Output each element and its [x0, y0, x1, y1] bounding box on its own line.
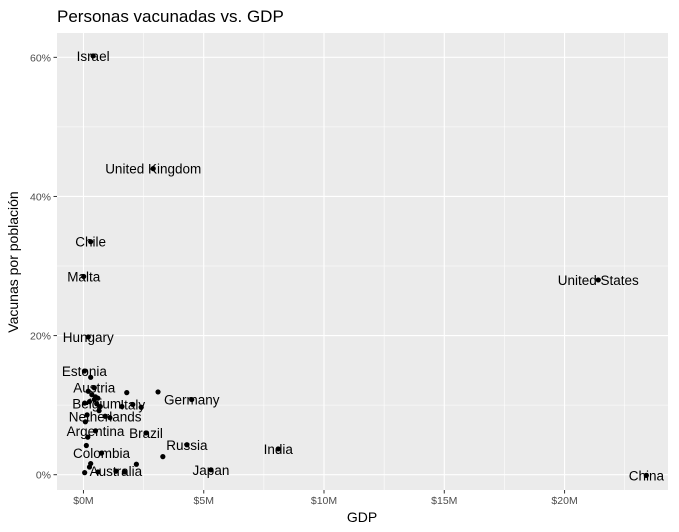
- data-point: [88, 374, 94, 380]
- data-point: [595, 277, 601, 283]
- data-point: [91, 385, 97, 391]
- data-point: [189, 396, 195, 403]
- y-axis-title: Vacunas por población: [5, 191, 21, 332]
- axis-ticks: $0M $5M $10M $15M $20M 0% 20% 40% 60%: [30, 52, 578, 507]
- point-label: United Kingdom: [105, 162, 201, 177]
- data-point: [82, 470, 88, 476]
- data-point: [124, 390, 130, 396]
- data-point: [133, 461, 139, 467]
- data-point: [91, 396, 97, 403]
- data-point: [95, 469, 101, 475]
- point-label: Germany: [164, 393, 220, 408]
- x-tick-label: $15M: [431, 495, 457, 507]
- grid-major-lines: [57, 33, 668, 490]
- plot-panel: [57, 33, 668, 490]
- data-point: [85, 334, 91, 340]
- data-point: [160, 454, 166, 460]
- data-point: [81, 368, 88, 374]
- x-tick-label: $5M: [194, 495, 214, 507]
- grid-minor-lines: [57, 33, 668, 490]
- point-label: Austria: [73, 381, 116, 396]
- data-point: [84, 412, 90, 418]
- data-point: [98, 450, 105, 456]
- data-point: [155, 389, 161, 395]
- data-point: [97, 403, 103, 410]
- point-label: Hungary: [63, 330, 114, 345]
- y-tick-label: 40%: [30, 191, 51, 203]
- x-tick-label: $0M: [73, 495, 93, 507]
- x-tick-label: $10M: [311, 495, 337, 507]
- data-point: [94, 401, 100, 407]
- data-point: [130, 401, 136, 408]
- x-tick-label: $20M: [551, 495, 577, 507]
- data-point: [96, 408, 102, 414]
- data-point: [81, 273, 87, 280]
- point-label: Malta: [67, 269, 101, 284]
- data-point: [83, 442, 89, 449]
- data-point: [113, 468, 119, 474]
- chart-title: Personas vacunadas vs. GDP: [57, 7, 284, 26]
- point-label: Italy: [120, 397, 145, 412]
- data-point: [92, 428, 99, 434]
- data-point: [184, 442, 190, 448]
- data-point: [86, 464, 93, 470]
- data-points: [81, 53, 649, 478]
- y-tick-label: 0%: [36, 470, 51, 482]
- data-point: [86, 399, 93, 405]
- data-point: [121, 469, 127, 475]
- data-point: [119, 403, 125, 410]
- point-label: Japan: [193, 463, 230, 478]
- point-label: Netherlands: [69, 409, 142, 424]
- data-point: [90, 53, 96, 59]
- point-label: Chile: [75, 235, 106, 250]
- data-point: [107, 415, 113, 421]
- data-point: [143, 430, 149, 436]
- point-label: Colombia: [73, 446, 131, 461]
- data-point: [88, 239, 94, 245]
- point-label: Brazil: [129, 426, 163, 441]
- point-label: Israel: [77, 49, 110, 64]
- point-label: Estonia: [62, 364, 108, 379]
- point-label: Russia: [166, 438, 208, 453]
- data-point: [150, 166, 156, 172]
- point-label: Australia: [90, 464, 143, 479]
- data-point: [275, 446, 281, 452]
- point-label: Belgium: [72, 397, 121, 412]
- point-labels: Israel United Kingdom Chile Malta United Sta…: [62, 49, 665, 483]
- y-tick-label: 20%: [30, 331, 51, 343]
- point-label: United States: [558, 273, 639, 288]
- point-label: Argentina: [67, 424, 125, 439]
- data-point: [643, 472, 649, 478]
- data-point: [208, 467, 214, 473]
- data-point: [82, 400, 88, 406]
- x-axis-title: GDP: [347, 509, 377, 525]
- data-point: [102, 413, 108, 419]
- y-tick-label: 60%: [30, 52, 51, 64]
- data-point: [85, 434, 91, 440]
- data-point: [85, 388, 91, 394]
- data-point: [82, 419, 88, 425]
- data-point: [138, 404, 144, 410]
- point-label: India: [264, 442, 294, 457]
- point-label: China: [629, 468, 665, 483]
